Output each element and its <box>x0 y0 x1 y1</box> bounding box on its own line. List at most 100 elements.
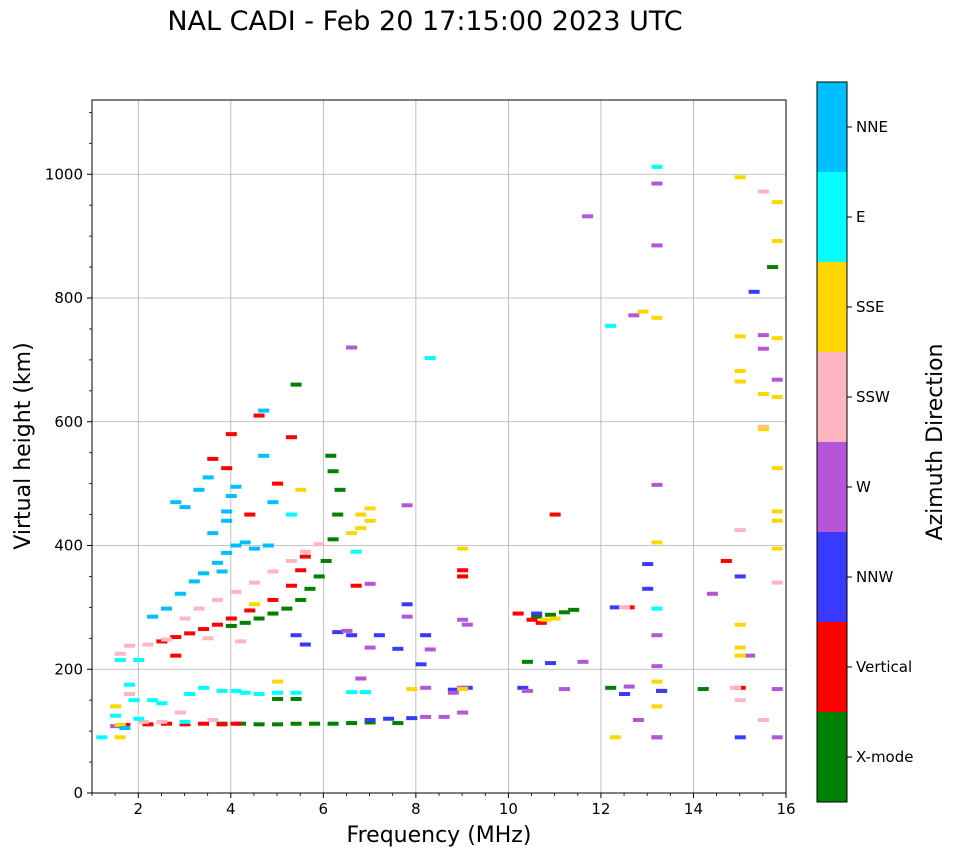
data-point <box>161 637 173 642</box>
data-point <box>457 710 469 715</box>
colorbar-frame <box>816 81 848 803</box>
data-point <box>757 189 769 194</box>
data-point <box>605 323 617 328</box>
data-point <box>258 453 270 458</box>
data-point <box>457 568 469 573</box>
data-point <box>364 581 376 586</box>
data-point <box>637 309 649 314</box>
series-nne <box>119 408 279 731</box>
data-point <box>734 379 746 384</box>
data-point <box>299 549 311 554</box>
data-point <box>642 586 654 591</box>
data-point <box>609 735 621 740</box>
data-point <box>253 616 265 621</box>
data-point <box>651 315 663 320</box>
data-point <box>771 200 783 205</box>
data-point <box>734 698 746 703</box>
data-point <box>346 345 358 350</box>
data-point <box>114 735 126 740</box>
data-point <box>216 722 228 727</box>
data-point <box>364 720 376 725</box>
data-point <box>327 469 339 474</box>
data-point <box>128 698 140 703</box>
x-tick-label: 14 <box>684 800 703 818</box>
data-point <box>221 509 233 514</box>
data-point <box>290 690 302 695</box>
data-point <box>730 685 742 690</box>
data-point <box>248 580 260 585</box>
data-point <box>313 574 325 579</box>
data-point <box>346 633 358 638</box>
data-point <box>521 659 533 664</box>
data-point <box>170 500 182 505</box>
data-point <box>734 645 746 650</box>
colorbar-label-nnw: NNW <box>856 568 893 586</box>
data-point <box>225 494 237 498</box>
data-point <box>540 617 552 622</box>
data-point <box>447 687 459 692</box>
data-point <box>207 456 219 461</box>
data-point <box>642 562 654 567</box>
data-point <box>202 475 214 480</box>
data-point <box>651 735 663 740</box>
data-point <box>124 643 136 648</box>
data-point <box>651 181 663 186</box>
y-tick-label: 1000 <box>45 165 83 183</box>
data-point <box>258 408 270 413</box>
data-point <box>290 721 302 726</box>
data-point <box>272 679 284 684</box>
data-point <box>706 591 718 596</box>
data-point <box>124 682 136 687</box>
data-point <box>359 690 371 695</box>
data-point <box>734 735 746 740</box>
data-point <box>420 714 432 719</box>
data-point <box>619 605 631 610</box>
data-point <box>748 289 760 294</box>
data-point <box>207 717 219 722</box>
data-point <box>549 512 561 517</box>
data-point <box>110 713 122 718</box>
data-point <box>457 574 469 579</box>
x-tick-label: 8 <box>411 800 421 818</box>
data-point <box>632 717 644 722</box>
data-point <box>605 685 617 690</box>
data-point <box>170 635 182 640</box>
data-point <box>267 569 279 574</box>
data-point <box>221 518 233 523</box>
azimuth-colorbar: X-mode Vertical NNW W SSW SSE E NNE <box>816 81 913 803</box>
data-point <box>188 579 200 584</box>
data-point <box>253 692 265 696</box>
colorbar-label-x-mode: X-mode <box>856 748 913 766</box>
data-point <box>174 710 186 715</box>
series-ssw <box>114 189 783 724</box>
data-point <box>771 518 783 523</box>
colorbar-label: Azimuth Direction <box>923 343 948 540</box>
data-point <box>332 630 344 635</box>
data-point <box>457 546 469 551</box>
series-sse <box>110 175 783 740</box>
data-point <box>535 620 547 625</box>
data-point <box>133 657 145 662</box>
data-point <box>771 580 783 585</box>
data-point <box>211 560 223 565</box>
colorbar-segment <box>817 172 847 262</box>
data-point <box>771 466 783 471</box>
data-point <box>267 500 279 505</box>
data-point <box>401 614 413 619</box>
data-point <box>114 722 126 727</box>
data-point <box>651 164 663 169</box>
x-tick-label: 10 <box>499 800 518 818</box>
data-point <box>383 716 395 721</box>
data-point <box>757 333 769 338</box>
data-point <box>771 509 783 514</box>
data-point <box>609 605 621 610</box>
data-point <box>313 542 325 547</box>
data-point <box>651 482 663 487</box>
data-point <box>757 424 769 429</box>
colorbar-segment <box>817 82 847 172</box>
data-point <box>225 432 237 437</box>
data-point <box>124 692 136 696</box>
y-tick-label: 800 <box>54 289 83 307</box>
data-point <box>272 696 284 701</box>
data-point <box>517 685 529 690</box>
